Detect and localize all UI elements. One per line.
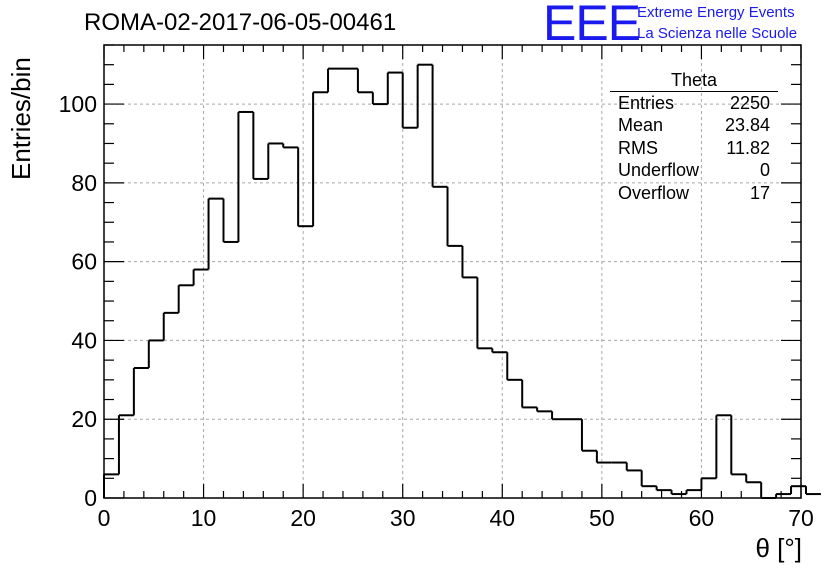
x-tick-label: 50 — [589, 505, 615, 531]
eee-logo: EEE — [543, 0, 641, 51]
stats-row-rms: RMS 11.82 — [610, 137, 778, 159]
stats-title: Theta — [610, 70, 778, 92]
y-tick-label: 40 — [71, 327, 97, 353]
stats-row-mean: Mean 23.84 — [610, 114, 778, 136]
logo-line-1: Extreme Energy Events — [637, 4, 795, 21]
tick-labels: 0 10 20 30 40 50 60 70 0 20 40 60 80 100 — [59, 91, 814, 531]
y-tick-label: 80 — [71, 170, 97, 196]
x-tick-label: 70 — [788, 505, 814, 531]
axis-ticks — [103, 44, 802, 499]
stats-row-underflow: Underflow 0 — [610, 159, 778, 181]
y-axis-label: Entries/bin — [6, 57, 36, 180]
stats-value: 2250 — [729, 93, 770, 113]
stats-label: Underflow — [618, 160, 700, 181]
plot-frame — [103, 44, 802, 499]
x-tick-label: 60 — [689, 505, 715, 531]
stats-box: Theta Entries 2250 Mean 23.84 RMS 11.82 … — [610, 70, 778, 204]
x-tick-label: 10 — [191, 505, 217, 531]
stats-value: 17 — [749, 182, 770, 203]
stats-label: Entries — [618, 93, 675, 113]
stats-label: Mean — [618, 115, 664, 136]
stats-row-entries: Entries 2250 — [610, 92, 778, 114]
chart-title: ROMA-02-2017-06-05-00461 — [84, 9, 397, 36]
stats-value: 11.82 — [726, 137, 770, 158]
x-axis-label: θ [°] — [755, 533, 802, 563]
y-tick-label: 60 — [71, 249, 97, 275]
y-tick-label: 0 — [84, 485, 97, 511]
stats-label: Overflow — [618, 182, 690, 203]
x-tick-label: 40 — [489, 505, 515, 531]
logo-line-2: La Scienza nelle Scuole — [637, 25, 798, 42]
y-tick-label: 20 — [71, 406, 97, 432]
stats-value: 23.84 — [724, 115, 770, 136]
stats-label: RMS — [618, 137, 658, 158]
x-tick-label: 0 — [98, 505, 111, 531]
stats-row-overflow: Overflow 17 — [610, 182, 778, 204]
histogram-series — [103, 63, 821, 499]
stats-value: 0 — [759, 160, 770, 181]
x-tick-label: 20 — [290, 505, 316, 531]
plot-frame-rect — [103, 44, 802, 499]
grid-lines — [104, 45, 801, 498]
y-tick-label: 100 — [59, 91, 97, 117]
x-tick-label: 30 — [390, 505, 416, 531]
